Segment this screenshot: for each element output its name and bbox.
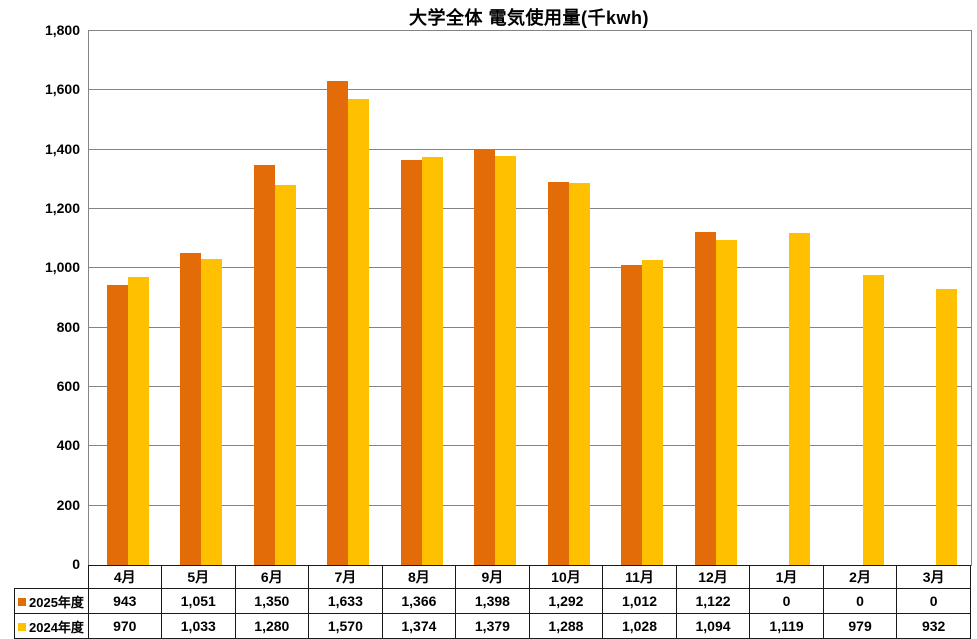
- gridline: [89, 148, 971, 150]
- value-cell-fy2024: 1,028: [602, 613, 677, 639]
- month-header-cell: 9月: [455, 565, 530, 589]
- gridline: [89, 208, 971, 209]
- bar-fy2025-7月: [327, 80, 349, 565]
- value-cell-fy2024: 1,374: [381, 613, 457, 639]
- bar-fy2025-4月: [106, 285, 128, 565]
- bar-fy2024-3月: [936, 288, 958, 565]
- month-header-cell: 1月: [749, 565, 824, 589]
- value-cell-fy2024: 1,280: [234, 613, 310, 639]
- y-axis-tick-label: 200: [56, 496, 80, 513]
- bar-fy2024-11月: [642, 260, 664, 565]
- value-cell-fy2024: 1,033: [161, 613, 236, 639]
- bar-fy2025-11月: [621, 264, 643, 565]
- y-axis-tick-label: 1,800: [44, 22, 80, 38]
- value-cell-fy2025: 0: [749, 588, 824, 614]
- month-header-cell: 7月: [308, 565, 383, 589]
- value-cell-fy2025: 943: [87, 588, 163, 614]
- y-axis: 0 200 400 600 800 1,000 1,200 1,400 1,600 1,800: [0, 0, 80, 600]
- gridline: [89, 89, 971, 91]
- legend-key-icon-fy2025: [18, 597, 26, 606]
- bar-fy2024-2月: [862, 274, 884, 565]
- value-cell-fy2025: 0: [896, 588, 971, 614]
- bar-fy2024-1月: [789, 233, 811, 565]
- bar-fy2024-8月: [421, 157, 443, 565]
- value-cell-fy2025: 1,350: [234, 588, 310, 614]
- y-axis-tick-label: 1,600: [44, 81, 80, 98]
- legend-key-icon-fy2024: [18, 622, 26, 631]
- gridline: [89, 504, 971, 506]
- value-cell-fy2024: 1,094: [675, 613, 751, 639]
- value-cell-fy2025: 1,051: [161, 588, 236, 614]
- gridline: [89, 386, 971, 387]
- bar-fy2024-6月: [274, 185, 296, 565]
- plot-area: [88, 30, 972, 566]
- y-axis-tick-label: 1,200: [44, 200, 80, 216]
- y-axis-tick-label: 0: [72, 556, 80, 572]
- bar-fy2024-4月: [127, 277, 149, 565]
- month-header-cell: 11月: [602, 565, 677, 589]
- value-cell-fy2025: 1,633: [308, 588, 383, 614]
- month-header-cell: 3月: [896, 565, 971, 589]
- value-cell-fy2025: 0: [822, 588, 898, 614]
- table-row-fy2025: 2025年度 943 1,051 1,350 1,633 1,366 1,398 1,292 1…: [14, 588, 971, 614]
- legend-label-fy2024: 2024年度: [14, 613, 89, 639]
- bar-fy2025-6月: [253, 164, 275, 565]
- gridline: [89, 445, 971, 447]
- value-cell-fy2025: 1,398: [455, 588, 530, 614]
- value-cell-fy2024: 1,379: [455, 613, 530, 639]
- month-header-cell: 12月: [675, 565, 751, 589]
- gridline: [89, 326, 971, 328]
- y-axis-tick-label: 600: [56, 378, 80, 394]
- legend-label-fy2025: 2025年度: [14, 588, 89, 614]
- value-cell-fy2025: 1,366: [381, 588, 457, 614]
- month-header-cell: 10月: [528, 565, 604, 589]
- value-cell-fy2024: 1,119: [749, 613, 824, 639]
- data-table-legend: 4月 5月 6月 7月 8月 9月 10月 11月 12月 1月 2月 3月 2025年度 943 1,05…: [14, 565, 971, 639]
- bar-fy2025-10月: [547, 181, 569, 565]
- bar-fy2025-9月: [474, 150, 496, 565]
- value-cell-fy2024: 970: [87, 613, 163, 639]
- month-header-cell: 5月: [161, 565, 236, 589]
- bar-fy2024-10月: [568, 182, 590, 565]
- month-header-cell: 4月: [87, 565, 163, 589]
- bar-fy2025-8月: [400, 159, 422, 565]
- bar-fy2024-7月: [348, 99, 370, 565]
- month-header-cell: 6月: [234, 565, 310, 589]
- value-cell-fy2025: 1,012: [602, 588, 677, 614]
- value-cell-fy2024: 979: [822, 613, 898, 639]
- value-cell-fy2025: 1,292: [528, 588, 604, 614]
- value-cell-fy2025: 1,122: [675, 588, 751, 614]
- y-axis-tick-label: 1,000: [44, 259, 80, 276]
- gridline: [89, 267, 971, 269]
- bar-fy2024-12月: [715, 240, 737, 565]
- bar-fy2025-12月: [694, 232, 716, 565]
- value-cell-fy2024: 1,288: [528, 613, 604, 639]
- value-cell-fy2024: 1,570: [308, 613, 383, 639]
- y-axis-tick-label: 400: [56, 437, 80, 454]
- month-header-cell: 8月: [381, 565, 457, 589]
- y-axis-tick-label: 800: [56, 318, 80, 335]
- y-axis-tick-label: 1,400: [44, 140, 80, 157]
- table-corner-cell: [15, 566, 89, 589]
- chart-title: 大学全体 電気使用量(千kwh): [409, 8, 649, 28]
- table-row-fy2024: 2024年度 970 1,033 1,280 1,570 1,374 1,379 1,288 1…: [14, 613, 971, 639]
- bar-fy2024-5月: [201, 258, 223, 565]
- month-header-cell: 2月: [822, 565, 898, 589]
- bar-fy2025-5月: [180, 253, 202, 565]
- value-cell-fy2024: 932: [896, 613, 971, 639]
- bar-fy2024-9月: [495, 155, 517, 565]
